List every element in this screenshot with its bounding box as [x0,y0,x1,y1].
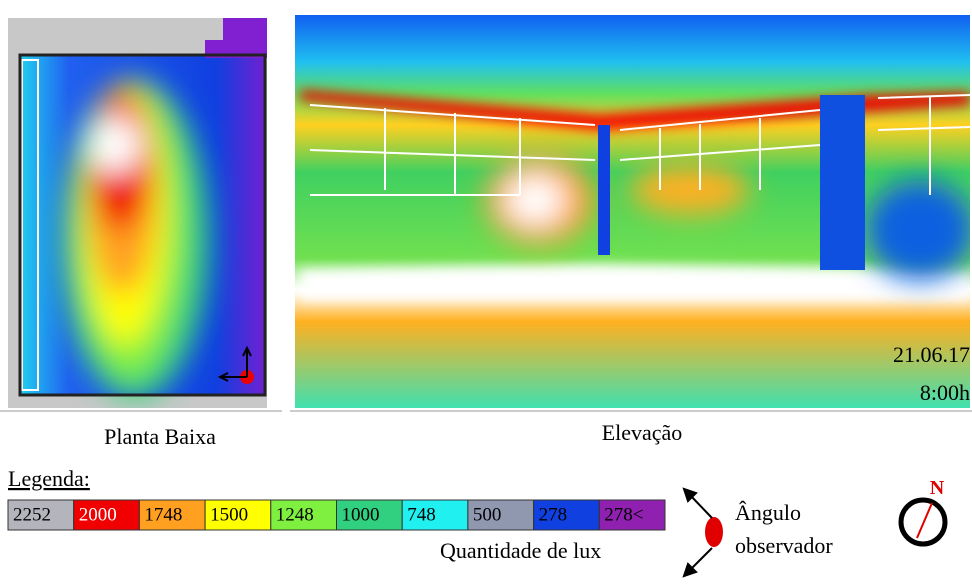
observer-icon [682,487,723,578]
legend: 2252 2000 1748 1500 1248 1000 748 500 278 278< [7,499,666,531]
legend-unit: Quantidade de lux [440,538,601,563]
legend-label: 2000 [79,504,117,525]
legend-label: 748 [407,504,436,525]
observer-line1: Ângulo [735,500,801,525]
elevation-image [295,15,970,408]
legend-swatch [270,499,337,531]
legend-label: 1000 [342,504,380,525]
caption-plan: Planta Baixa [104,424,216,449]
legend-label: 1748 [144,504,182,525]
legend-title: Legenda: [8,466,90,491]
compass [898,497,948,547]
legend-swatch [138,499,206,531]
legend-label: 278< [604,504,643,525]
legend-swatch [73,499,140,531]
legend-swatch [533,499,600,531]
stamp-date: 21.06.17 [893,342,970,367]
legend-label: 2252 [13,504,51,525]
legend-label: 278 [539,504,568,525]
legend-label: 1500 [210,504,248,525]
caption-elevation: Elevação [602,420,683,445]
legend-label: 1248 [276,504,314,525]
legend-swatch [401,499,469,531]
legend-swatch [598,499,666,531]
north-label: N [930,477,945,499]
observer-line2: observador [735,533,833,558]
stamp-time: 8:00h [920,380,970,405]
legend-label: 500 [473,504,502,525]
legend-swatch [467,499,535,531]
plan-image [8,18,267,408]
legend-swatch [204,499,272,531]
